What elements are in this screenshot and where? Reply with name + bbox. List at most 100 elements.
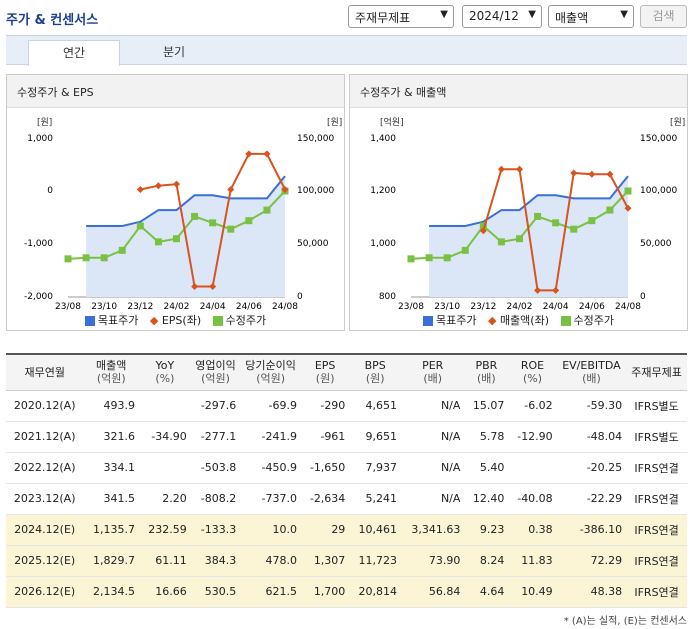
eps-point[interactable]: [281, 185, 289, 193]
sales-point[interactable]: [479, 227, 487, 235]
table-cell: 384.3: [190, 545, 241, 577]
price-point[interactable]: [82, 254, 90, 262]
period-cell: 2024.12(E): [6, 514, 84, 546]
y-right-tick: 150,000: [297, 134, 334, 144]
table-header-row: 재무연월 매출액 (억원) YoY (%) 영업이익 (억원) 당기순이익 (억원) EPS (원)…: [6, 355, 687, 391]
price-point[interactable]: [461, 246, 469, 254]
eps-point[interactable]: [173, 180, 180, 188]
legend-item-price[interactable]: 수정주가: [560, 314, 614, 327]
price-point[interactable]: [534, 212, 542, 220]
table-cell: IFRS연결: [626, 452, 687, 484]
price-point[interactable]: [64, 255, 72, 263]
column-header: EPS (원): [300, 355, 350, 391]
column-header-label: ROE: [520, 359, 545, 373]
price-point[interactable]: [245, 217, 253, 225]
price-point[interactable]: [516, 235, 523, 243]
tab-annual[interactable]: 연간: [28, 40, 120, 66]
y-right-unit: [원]: [670, 117, 685, 128]
price-point[interactable]: [606, 206, 614, 214]
sales-point[interactable]: [588, 170, 596, 178]
price-point[interactable]: [407, 255, 415, 263]
sales-point[interactable]: [516, 165, 523, 173]
period-select[interactable]: 2024/12 ▼: [462, 5, 542, 28]
column-header-unit: (배): [477, 372, 496, 386]
sales-point[interactable]: [606, 170, 614, 178]
tab-quarterly[interactable]: 분기: [162, 45, 186, 59]
table-row: 2024.12(E) 1,135.7 232.59 -133.3 10.0 29 10,46…: [6, 514, 687, 546]
price-point[interactable]: [209, 219, 217, 227]
column-header: 당기순이익 (억원): [240, 355, 301, 391]
sales-point[interactable]: [552, 286, 560, 294]
table-cell: 334.1: [83, 452, 140, 484]
price-point[interactable]: [173, 235, 180, 243]
plot-area: [64, 150, 289, 298]
legend-item-target[interactable]: 목표주가: [84, 314, 138, 327]
target-price-line: [86, 175, 286, 227]
price-point[interactable]: [443, 254, 451, 262]
price-point[interactable]: [497, 238, 505, 246]
price-point[interactable]: [570, 225, 578, 233]
period-select-value: 2024/12: [469, 9, 519, 23]
eps-point[interactable]: [191, 283, 199, 291]
sales-point[interactable]: [534, 286, 542, 294]
price-point[interactable]: [136, 222, 144, 230]
y-right-tick: 0: [640, 292, 646, 302]
y-left-unit: [억원]: [380, 116, 404, 128]
eps-point[interactable]: [245, 150, 253, 158]
x-tick-label: 24/02: [507, 302, 533, 312]
table-cell: 10.0: [240, 514, 301, 546]
y-left-tick: 800: [379, 292, 396, 302]
price-point[interactable]: [552, 219, 560, 227]
table-cell: N/A: [401, 452, 465, 484]
eps-point[interactable]: [154, 182, 162, 190]
column-header: EV/EBITDA (배): [556, 355, 627, 391]
price-point[interactable]: [588, 217, 596, 225]
table-cell: 5,241: [349, 483, 402, 515]
table-cell: -297.6: [190, 390, 241, 422]
y-right-unit: [원]: [327, 117, 342, 128]
chart-panel-sales: 수정주가 & 매출액 [억원] [원] 1,400 1,200 1,000 80…: [349, 74, 688, 331]
sales-point[interactable]: [624, 204, 632, 212]
legend-item-price[interactable]: 수정주가: [212, 314, 267, 327]
price-point[interactable]: [227, 225, 235, 233]
chevron-down-icon: ▼: [528, 9, 536, 20]
sales-point[interactable]: [570, 169, 578, 177]
price-point[interactable]: [263, 206, 271, 214]
legend-item-eps[interactable]: ◆ EPS(좌): [150, 314, 201, 327]
y-left-ticks: 1,000 0 -1,000 -2,000: [24, 134, 53, 302]
chart-legend: 목표주가 ◆ EPS(좌) 수정주가: [7, 312, 344, 328]
eps-point[interactable]: [227, 185, 235, 193]
metric-select[interactable]: 매출액 ▼: [548, 5, 634, 28]
legend-item-target[interactable]: 목표주가: [422, 314, 476, 327]
table-cell: 72.29: [556, 545, 627, 577]
y-left-tick: -2,000: [24, 292, 53, 302]
table-cell: 232.59: [139, 514, 191, 546]
plot-area: [407, 165, 632, 298]
table-row: 2025.12(E) 1,829.7 61.11 384.3 478.0 1,307 11,…: [6, 545, 687, 577]
column-header-unit: (억원): [201, 372, 230, 386]
x-tick-label: 24/02: [164, 302, 190, 312]
chart-title: 수정주가 & EPS: [7, 75, 344, 108]
eps-point[interactable]: [209, 283, 217, 291]
table-cell: 493.9: [83, 390, 140, 422]
price-point[interactable]: [154, 238, 162, 246]
x-tick-label: 23/08: [398, 302, 424, 312]
column-header-unit: (배): [423, 372, 443, 386]
eps-point[interactable]: [136, 185, 144, 193]
sales-point[interactable]: [497, 165, 505, 173]
price-point[interactable]: [100, 254, 108, 262]
legend-label: 수정주가: [225, 314, 267, 327]
price-point[interactable]: [118, 246, 126, 254]
price-point[interactable]: [479, 222, 487, 230]
search-button[interactable]: 검색: [640, 5, 687, 28]
price-point[interactable]: [425, 254, 433, 262]
price-point[interactable]: [624, 187, 632, 195]
table-cell: -48.04: [556, 421, 627, 453]
financial-statement-select[interactable]: 주재무제표 ▼: [348, 5, 454, 28]
legend-item-sales[interactable]: ◆ 매출액(좌): [488, 314, 549, 327]
table-cell: 10.49: [508, 576, 557, 608]
column-header-unit: (억원): [96, 372, 126, 386]
price-point[interactable]: [191, 212, 199, 220]
legend-square-icon: [560, 316, 571, 326]
eps-point[interactable]: [263, 150, 271, 158]
